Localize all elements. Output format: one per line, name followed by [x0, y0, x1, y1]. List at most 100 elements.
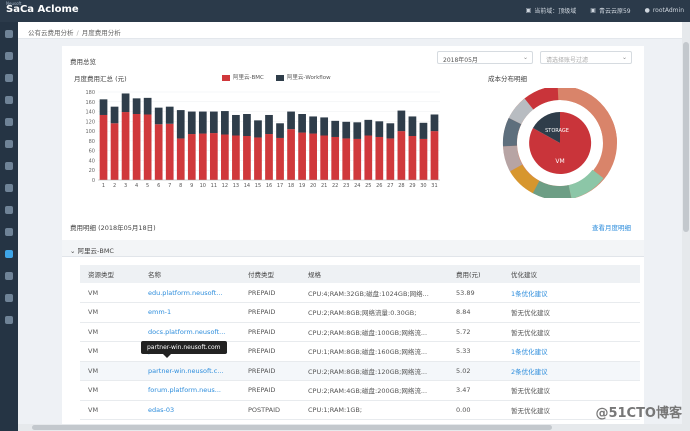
x-tick-label: 29 — [409, 183, 415, 189]
donut-arc — [502, 117, 522, 147]
scroll-thumb[interactable] — [32, 425, 552, 430]
bar-bmc — [419, 138, 428, 180]
table-row[interactable]: VM docs.platform.neusoft... PREPAID CPU:2;R… — [80, 322, 640, 342]
cloud-icon[interactable] — [5, 74, 13, 82]
table-row[interactable]: VM partner-win.neusoft.c... PREPAID CPU:2;R… — [80, 361, 640, 381]
bar-workflow — [320, 117, 329, 136]
suggestion: 暂无优化建议 — [503, 302, 640, 323]
horizontal-scrollbar[interactable] — [18, 424, 682, 431]
cost: 5.02 — [448, 361, 503, 381]
dashboard-icon[interactable] — [5, 52, 13, 60]
resource-name[interactable]: partner-win.neusoft.c... — [140, 361, 240, 381]
resource-name[interactable]: forum.platform.neus... — [140, 380, 240, 401]
suggestion[interactable]: 2条优化建议 — [503, 361, 640, 381]
month-value: 2018年05月 — [443, 57, 478, 64]
resource-name[interactable]: edu.platform.neusoft... — [140, 283, 240, 303]
month-select[interactable]: 2018年05月 ⌄ — [437, 51, 533, 64]
bar-workflow — [287, 111, 295, 130]
col-header: 费用(元) — [448, 265, 503, 283]
bar-workflow — [221, 111, 229, 135]
account-indicator[interactable]: ▣ 青云云原59 — [590, 7, 631, 15]
col-header: 优化建议 — [503, 265, 640, 283]
x-tick-label: 12 — [222, 183, 228, 189]
donut-storage-label: STORAGE — [545, 128, 569, 134]
x-tick-label: 14 — [244, 183, 250, 189]
x-tick-label: 23 — [343, 183, 349, 189]
user-icon[interactable] — [5, 228, 13, 236]
cost-icon[interactable] — [5, 250, 13, 258]
account-text: 青云云原59 — [598, 8, 631, 15]
x-tick-label: 26 — [376, 183, 382, 189]
resource-name[interactable]: docs.platform.neusoft... — [140, 322, 240, 342]
bar-chart-title: 月度费用汇总 (元) — [74, 75, 127, 83]
breadcrumb-item[interactable]: 公有云费用分析 — [28, 29, 74, 37]
spec: CPU:4;RAM:32GB;磁盘:1024GB;网络... — [300, 283, 448, 303]
vertical-scrollbar[interactable] — [682, 22, 690, 431]
bar-workflow — [309, 116, 317, 134]
account-filter[interactable]: 请选择账号过滤 ⌄ — [540, 51, 632, 64]
table-row[interactable]: VM edas-03 POSTPAID CPU:1;RAM:1GB; 0.00 暂无优化建… — [80, 400, 640, 420]
billing-type: PREPAID — [240, 283, 300, 303]
legend-item-workflow[interactable]: 阿里云-Workflow — [275, 73, 331, 81]
group-label: 阿里云-BMC — [77, 247, 114, 255]
bar-workflow — [375, 121, 384, 137]
region-indicator[interactable]: ▣ 当前域：顶级域 — [525, 7, 577, 15]
bar-bmc — [287, 129, 295, 180]
spec: CPU:1;RAM:8GB;磁盘:160GB;网络流... — [300, 341, 448, 362]
table-row[interactable]: VM emm-1 PREPAID CPU:2;RAM:8GB;网络流量:0.30GB;… — [80, 302, 640, 323]
group-header[interactable]: ⌄ 阿里云-BMC — [62, 240, 644, 257]
user-menu[interactable]: ● rootAdmin — [644, 7, 684, 14]
cloud-2-icon[interactable] — [5, 118, 13, 126]
logo[interactable]: Neusoft SaCa Aclome — [6, 1, 79, 15]
donut-arc — [508, 98, 534, 125]
suggestion[interactable]: 1条优化建议 — [503, 341, 640, 362]
bar-workflow — [165, 106, 174, 124]
y-tick-label: 100 — [85, 129, 95, 135]
donut-slice-storage[interactable] — [533, 112, 560, 143]
x-tick-label: 7 — [168, 183, 171, 189]
x-tick-label: 31 — [431, 183, 437, 189]
diamond-icon[interactable] — [5, 96, 13, 104]
resource-name[interactable]: edas-03 — [140, 400, 240, 420]
scroll-thumb[interactable] — [683, 42, 689, 232]
bar-bmc — [121, 112, 130, 180]
bar-bmc — [99, 114, 108, 180]
book-icon[interactable] — [5, 206, 13, 214]
gear-icon[interactable] — [5, 162, 13, 170]
legend-item-bmc[interactable]: 阿里云-BMC — [222, 73, 264, 81]
table-row[interactable]: VM forum.platform.neus... PREPAID CPU:2;RAM… — [80, 380, 640, 401]
bar-bmc — [154, 124, 163, 180]
donut-slice-vm[interactable] — [529, 111, 592, 174]
resource-type: VM — [80, 302, 140, 323]
watermark: @51CTO博客 — [595, 406, 682, 421]
cost-distribution-donut: VM STORAGE — [502, 88, 617, 198]
chart-icon[interactable] — [5, 294, 13, 302]
bar-bmc — [209, 133, 218, 180]
network-icon[interactable] — [5, 140, 13, 148]
bar-workflow — [176, 110, 185, 139]
bar-workflow — [397, 110, 406, 132]
cost: 0.00 — [448, 400, 503, 420]
billing-type: POSTPAID — [240, 400, 300, 420]
breadcrumb-current: 月度费用分析 — [81, 29, 121, 37]
x-tick-label: 10 — [200, 183, 206, 189]
bell-icon[interactable] — [5, 272, 13, 280]
user-name: rootAdmin — [652, 7, 684, 14]
y-tick-label: 120 — [85, 119, 95, 125]
table-row[interactable]: VM edu.platform.neusoft... PREPAID CPU:4;RA… — [80, 283, 640, 303]
cog-icon[interactable] — [5, 316, 13, 324]
settings-icon[interactable] — [5, 184, 13, 192]
x-tick-label: 28 — [398, 183, 404, 189]
y-tick-label: 140 — [85, 110, 95, 116]
suggestion[interactable]: 1条优化建议 — [503, 283, 640, 303]
view-monthly-detail-link[interactable]: 查看月度明细 — [592, 224, 631, 232]
bar-workflow — [353, 122, 362, 139]
account-filter-placeholder: 请选择账号过滤 — [546, 57, 589, 64]
suggestion: 暂无优化建议 — [503, 380, 640, 401]
resource-name[interactable]: emm-1 — [140, 302, 240, 323]
menu-icon[interactable] — [5, 30, 13, 38]
bar-workflow — [364, 119, 373, 136]
donut-arc — [503, 145, 523, 172]
donut-arc — [559, 88, 617, 144]
bar-workflow — [154, 107, 163, 125]
